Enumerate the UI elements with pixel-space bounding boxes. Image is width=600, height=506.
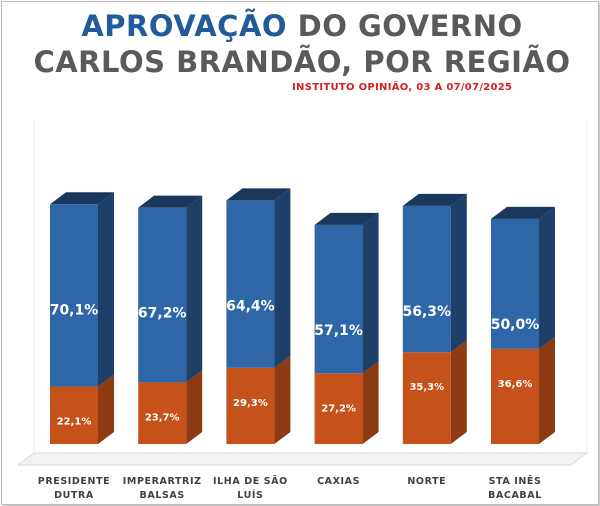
category-label-4-0: NORTE: [407, 476, 446, 487]
bar-approve-5: [491, 218, 539, 349]
chart-floor: [16, 452, 589, 466]
category-label-1-1: BALSAS: [140, 490, 185, 501]
bar-disapprove-side-1: [186, 370, 203, 444]
value-label-disapprove-5: 36,6%: [498, 379, 533, 390]
category-label-5-1: BACABAL: [488, 490, 542, 501]
bar-disapprove-0: [50, 386, 98, 444]
chart-title-line2: CARLOS BRANDÃO, POR REGIÃO: [33, 45, 571, 79]
value-label-disapprove-4: 35,3%: [409, 382, 444, 393]
bar-approve-side-1: [186, 195, 203, 383]
value-label-approve-4: 56,3%: [403, 304, 452, 320]
value-label-disapprove-3: 27,2%: [321, 403, 356, 414]
category-label-1-0: IMPERARTRIZ: [123, 476, 202, 487]
bar-approve-top-5: [491, 206, 555, 219]
bar-approve-3: [314, 224, 363, 374]
value-label-approve-5: 50,0%: [491, 317, 540, 333]
bar-approve-0: [50, 204, 98, 387]
value-label-disapprove-1: 23,7%: [145, 412, 180, 423]
bar-approve-side-4: [450, 193, 467, 353]
bar-approve-top-2: [226, 188, 291, 201]
bar-disapprove-side-3: [362, 361, 379, 444]
bar-disapprove-3: [314, 373, 363, 444]
bar-approve-side-2: [274, 188, 291, 368]
bar-disapprove-4: [402, 352, 451, 444]
bar-approve-4: [402, 205, 451, 353]
value-label-approve-1: 67,2%: [138, 306, 187, 322]
category-label-2-0: ILHA DE SÃO: [213, 476, 288, 487]
category-label-0-1: DUTRA: [54, 490, 94, 501]
chart-source: INSTITUTO OPINIÃO, 03 A 07/07/2025: [292, 82, 513, 93]
value-label-disapprove-2: 29,3%: [233, 398, 268, 409]
value-label-approve-0: 70,1%: [50, 302, 99, 318]
value-label-approve-2: 64,4%: [226, 298, 275, 314]
value-label-disapprove-0: 22,1%: [57, 417, 92, 428]
bar-disapprove-side-2: [274, 355, 291, 444]
bar-disapprove-2: [226, 367, 275, 444]
bar-disapprove-side-4: [450, 340, 467, 444]
bar-approve-side-3: [362, 212, 379, 374]
title-highlight: APROVAÇÃO: [81, 9, 288, 43]
bar-disapprove-side-0: [98, 374, 114, 444]
bar-approve-side-0: [98, 192, 114, 387]
category-label-2-1: LUÍS: [237, 489, 263, 501]
bar-approve-top-0: [50, 192, 114, 205]
bar-approve-top-3: [314, 212, 379, 225]
bar-disapprove-side-5: [539, 336, 555, 444]
value-label-approve-3: 57,1%: [314, 323, 363, 339]
bar-approve-top-4: [402, 193, 467, 206]
category-label-3-0: CAXIAS: [317, 476, 360, 487]
bar-approve-top-1: [138, 195, 203, 208]
bar-disapprove-5: [491, 348, 539, 444]
bar-approve-side-5: [539, 206, 555, 349]
bar-approve-1: [138, 207, 187, 383]
category-label-0-0: PRESIDENTE: [38, 476, 110, 487]
title-rest: DO GOVERNO: [287, 9, 523, 43]
chart-title-line1: APROVAÇÃO DO GOVERNO: [2, 9, 598, 43]
bar-disapprove-1: [138, 382, 187, 444]
bar-approve-2: [226, 200, 275, 368]
category-label-5-0: STA INÊS: [489, 475, 542, 487]
